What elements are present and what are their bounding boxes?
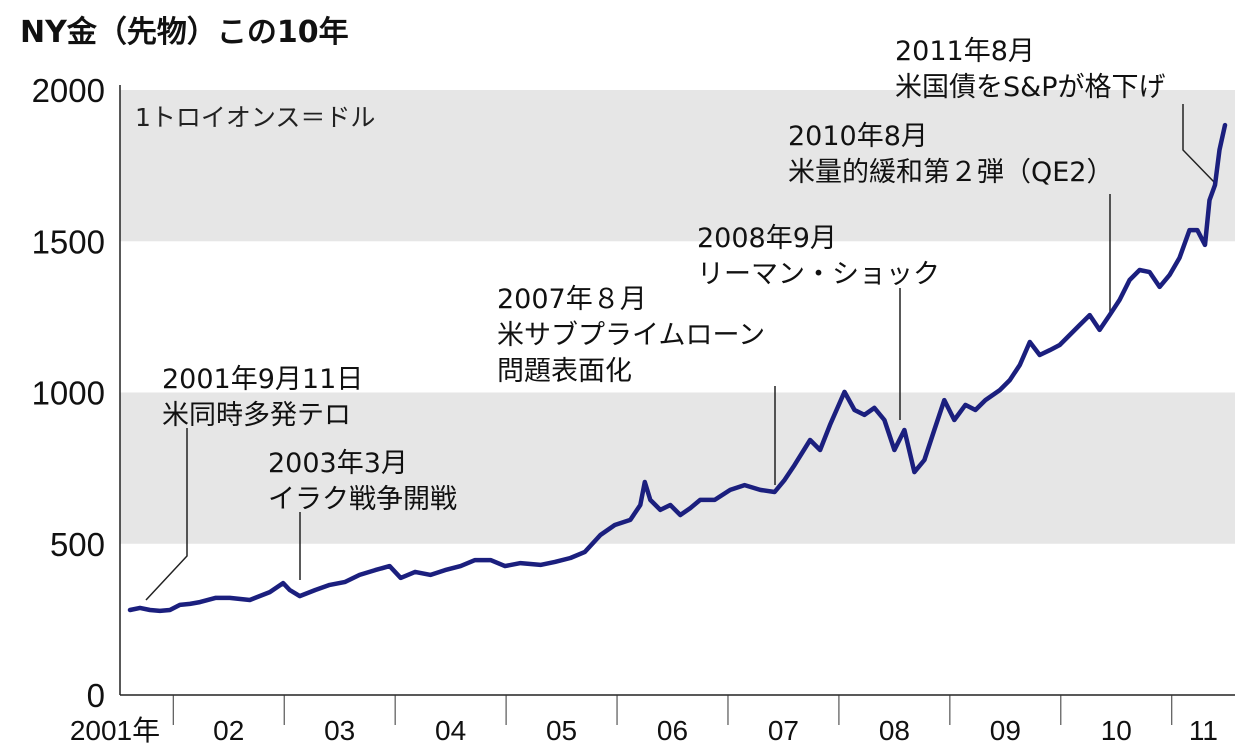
annotation-text: 2003年3月 — [268, 448, 408, 479]
x-tick-label: 10 — [1101, 715, 1132, 746]
y-tick-label: 500 — [50, 526, 105, 563]
annotation-text: 米同時多発テロ — [162, 400, 351, 431]
annotation-text: 米量的緩和第２弾（QE2） — [788, 157, 1114, 188]
axes — [119, 85, 1235, 725]
x-tick-label: 02 — [213, 715, 244, 746]
annotation-text: 米サブプライムローン — [497, 320, 765, 351]
y-tick-label: 1500 — [32, 223, 105, 260]
x-tick-label: 11 — [1189, 715, 1218, 746]
x-tick-label: 2001年 — [70, 715, 160, 746]
annotation-text: リーマン・ショック — [697, 259, 940, 290]
annotation-text: 2001年9月11日 — [162, 364, 363, 395]
x-tick-label: 04 — [435, 715, 466, 746]
y-tick-label: 0 — [87, 677, 105, 714]
annotation-text: 2011年8月 — [895, 36, 1035, 67]
annotation-text: 問題表面化 — [497, 356, 632, 387]
x-tick-label: 09 — [990, 715, 1021, 746]
annotation-text: 2008年9月 — [697, 223, 837, 254]
x-tick-label: 05 — [546, 715, 577, 746]
shaded-band — [120, 392, 1235, 544]
shaded-band — [120, 90, 1235, 242]
x-tick-labels: 2001年 02 03 04 05 06 07 08 09 10 11 — [70, 715, 1218, 746]
x-tick-label: 03 — [324, 715, 355, 746]
y-unit-label: 1トロイオンス＝ドル — [135, 103, 375, 132]
annotation-text: 米国債をS&Pが格下げ — [895, 72, 1165, 103]
x-tick-label: 06 — [657, 715, 688, 746]
x-tick-label: 07 — [768, 715, 799, 746]
annotation-text: イラク戦争開戦 — [268, 484, 457, 515]
gold-price-line — [127, 122, 1228, 614]
annotation-text: 2007年８月 — [497, 284, 647, 315]
y-tick-labels: 2000 1500 1000 500 0 — [32, 72, 105, 714]
y-tick-label: 2000 — [32, 72, 105, 109]
annotation-leader-line — [145, 428, 188, 601]
annotation-leader-line — [1182, 104, 1216, 184]
x-tick-label: 08 — [879, 715, 910, 746]
annotation-leader-lines — [145, 104, 1216, 601]
y-tick-label: 1000 — [32, 375, 105, 412]
shaded-bands — [120, 90, 1235, 544]
chart-title: NY金（先物）この10年 — [20, 15, 349, 50]
annotation-text: 2010年8月 — [788, 121, 928, 152]
